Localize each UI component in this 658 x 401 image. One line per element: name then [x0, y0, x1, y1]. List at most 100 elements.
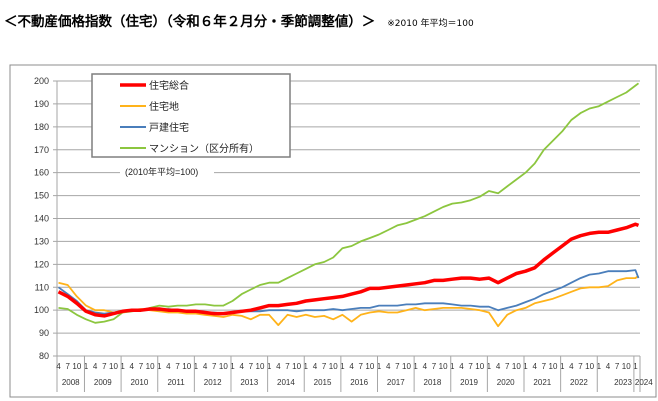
y-tick-label: 100 — [34, 305, 49, 315]
x-month-tick-label: 4 — [130, 362, 135, 371]
y-tick-label: 150 — [34, 191, 49, 201]
series-lines — [57, 82, 640, 328]
x-month-tick-label: 10 — [292, 362, 301, 371]
y-tick-label: 90 — [39, 328, 49, 338]
x-month-tick-label: 1 — [230, 362, 235, 371]
legend-label: 住宅総合 — [149, 79, 189, 92]
x-month-tick-label: 7 — [358, 362, 363, 371]
y-axis: 80 90 100 110 120 130 140 150 160 170 180 190 200 — [34, 76, 58, 392]
x-month-tick-label: 4 — [93, 362, 98, 371]
x-month-tick-label: 7 — [578, 362, 583, 371]
y-tick-label: 180 — [34, 122, 49, 132]
page-title: ＜不動産価格指数（住宅）（令和６年２月分・季節調整値）＞ — [4, 14, 376, 30]
x-month-tick-label: 1 — [84, 362, 89, 371]
x-month-tick-label: 1 — [267, 362, 272, 371]
x-month-tick-label: 7 — [615, 362, 620, 371]
x-year-label: 2022 — [570, 378, 588, 387]
x-year-label: 2017 — [387, 378, 405, 387]
x-month-tick-label: 1 — [487, 362, 492, 371]
x-month-tick-label: 1 — [413, 362, 418, 371]
x-month-tick-label: 10 — [146, 362, 155, 371]
x-month-tick-label: 1 — [633, 362, 638, 371]
x-year-label: 2013 — [240, 378, 258, 387]
x-month-tick-label: 4 — [459, 362, 464, 371]
x-month-tick-label: 10 — [439, 362, 448, 371]
x-month-tick-label: 10 — [256, 362, 265, 371]
x-month-tick-label: 4 — [239, 362, 244, 371]
x-month-tick-label: 1 — [450, 362, 455, 371]
x-month-tick-label: 7 — [395, 362, 400, 371]
subtitle-bg — [120, 164, 214, 179]
series-line-3 — [58, 82, 640, 324]
x-month-tick-label: 4 — [423, 362, 428, 371]
legend-label: 戸建住宅 — [149, 121, 189, 134]
chart-subtitle: (2010年平均=100) — [125, 166, 198, 177]
x-month-tick-label: 10 — [109, 362, 118, 371]
x-year-label: 2024 — [635, 378, 653, 387]
x-month-tick-label: 1 — [597, 362, 602, 371]
x-year-label: 2016 — [350, 378, 368, 387]
y-tick-label: 160 — [34, 168, 49, 178]
y-tick-label: 170 — [34, 145, 49, 155]
x-month-tick-label: 4 — [349, 362, 354, 371]
y-tick-label: 140 — [34, 214, 49, 224]
x-year-label: 2012 — [204, 378, 222, 387]
x-month-tick-label: 10 — [219, 362, 228, 371]
x-year-label: 2018 — [424, 378, 442, 387]
x-month-tick-label: 10 — [585, 362, 594, 371]
y-tick-label: 120 — [34, 259, 49, 269]
y-tick-label: 110 — [35, 282, 49, 292]
x-month-tick-label: 4 — [496, 362, 501, 371]
x-year-label: 2009 — [94, 378, 112, 387]
x-month-tick-label: 10 — [72, 362, 81, 371]
x-month-tick-label: 10 — [402, 362, 411, 371]
x-month-tick-label: 10 — [475, 362, 484, 371]
x-year-label: 2008 — [62, 378, 80, 387]
x-month-tick-label: 4 — [276, 362, 281, 371]
x-month-tick-label: 7 — [139, 362, 144, 371]
x-month-tick-label: 10 — [549, 362, 558, 371]
x-month-tick-label: 4 — [313, 362, 318, 371]
x-month-tick-label: 1 — [120, 362, 125, 371]
series-line-0 — [57, 222, 640, 318]
legend-label: マンション（区分所有） — [149, 142, 259, 155]
x-month-tick-label: 1 — [377, 362, 382, 371]
x-month-tick-label: 7 — [468, 362, 473, 371]
header: ＜不動産価格指数（住宅）（令和６年２月分・季節調整値）＞ ※2010 年平均＝1… — [4, 10, 474, 30]
x-year-label: 2014 — [277, 378, 295, 387]
x-month-tick-label: 10 — [182, 362, 191, 371]
x-month-tick-label: 7 — [505, 362, 510, 371]
x-year-label: 2011 — [167, 378, 185, 387]
x-month-tick-label: 7 — [542, 362, 547, 371]
x-month-tick-label: 10 — [329, 362, 338, 371]
x-month-tick-label: 10 — [622, 362, 631, 371]
x-month-tick-label: 4 — [606, 362, 611, 371]
x-month-tick-label: 4 — [386, 362, 391, 371]
x-year-label: 2020 — [497, 378, 515, 387]
x-month-tick-label: 1 — [304, 362, 309, 371]
x-month-tick-label: 7 — [322, 362, 327, 371]
x-month-tick-label: 7 — [102, 362, 107, 371]
series-line-1 — [58, 275, 640, 328]
y-tick-label: 200 — [34, 76, 49, 86]
x-month-tick-label: 4 — [166, 362, 171, 371]
x-month-tick-label: 4 — [203, 362, 208, 371]
x-year-label: 2019 — [460, 378, 478, 387]
x-month-tick-label: 4 — [569, 362, 574, 371]
x-month-tick-label: 7 — [212, 362, 217, 371]
x-year-label: 2021 — [533, 378, 551, 387]
x-month-tick-label: 7 — [249, 362, 254, 371]
y-tick-label: 80 — [39, 351, 49, 361]
y-tick-label: 190 — [34, 99, 49, 109]
x-year-label: 2015 — [314, 378, 332, 387]
x-year-label: 2023 — [614, 378, 632, 387]
x-year-label: 2010 — [131, 378, 149, 387]
y-tick-label: 130 — [34, 236, 49, 246]
x-month-tick-label: 1 — [523, 362, 528, 371]
x-month-tick-label: 10 — [365, 362, 374, 371]
x-axis: 4 7 10 1 4 7 10 1 4 7 10 1 4 7 10 1 4 7 10 1 4 7 10 1 4 7 10 1 4 7 10 1… — [56, 356, 653, 392]
x-month-tick-label: 1 — [560, 362, 565, 371]
x-month-tick-label: 10 — [512, 362, 521, 371]
